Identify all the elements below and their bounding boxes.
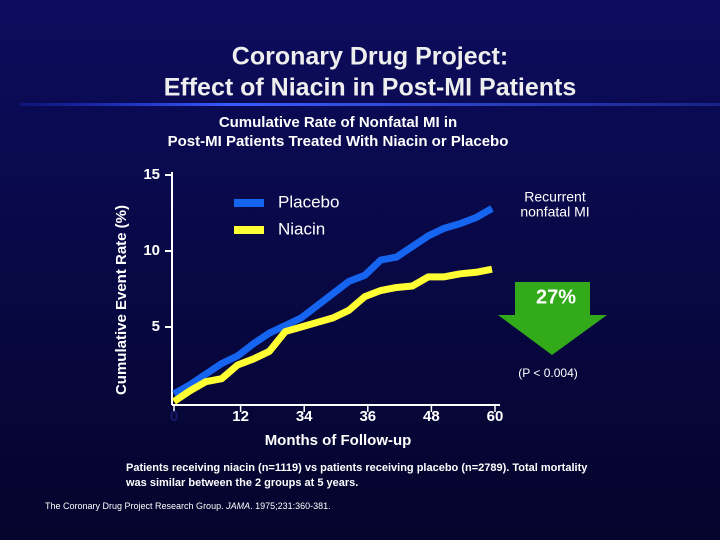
reduction-arrow <box>498 282 607 355</box>
y-axis-label: Cumulative Event Rate (%) <box>113 205 130 395</box>
x-tick-label: 12 <box>232 408 249 425</box>
citation-journal: JAMA <box>225 501 250 511</box>
citation-authors: The Coronary Drug Project Research Group… <box>45 501 226 511</box>
footnote: was similar between the 2 groups at 5 ye… <box>125 477 358 489</box>
title-rule <box>20 103 720 106</box>
annotation: (P < 0.004) <box>518 366 577 380</box>
legend-swatch <box>234 226 264 234</box>
citation: The Coronary Drug Project Research Group… <box>45 501 331 511</box>
series-line <box>172 265 493 405</box>
x-tick-label: 48 <box>423 408 440 425</box>
legend-label: Placebo <box>278 192 339 211</box>
x-axis-label: Months of Follow-up <box>265 432 412 449</box>
y-tick-label: 15 <box>143 166 160 183</box>
annotation: Recurrent <box>524 189 586 205</box>
x-tick-label: 34 <box>296 408 313 425</box>
annotation: nonfatal MI <box>520 204 589 220</box>
y-tick-label: 5 <box>152 318 160 335</box>
subtitle-line: Cumulative Rate of Nonfatal MI in <box>219 114 457 131</box>
title-line: Coronary Drug Project: <box>232 43 508 71</box>
x-tick-label: 36 <box>359 408 376 425</box>
x-tick-label: 0 <box>170 408 178 425</box>
title-line: Effect of Niacin in Post-MI Patients <box>164 74 577 102</box>
y-tick-label: 10 <box>143 242 160 259</box>
annotation: 27% <box>536 286 576 308</box>
subtitle-line: Post-MI Patients Treated With Niacin or … <box>168 133 509 150</box>
footnote: Patients receiving niacin (n=1119) vs pa… <box>126 462 588 474</box>
x-tick-label: 60 <box>487 408 504 425</box>
legend-swatch <box>234 199 264 207</box>
legend-label: Niacin <box>278 219 325 238</box>
citation-details: . 1975;231:360-381. <box>250 501 331 511</box>
series-line <box>172 205 494 397</box>
